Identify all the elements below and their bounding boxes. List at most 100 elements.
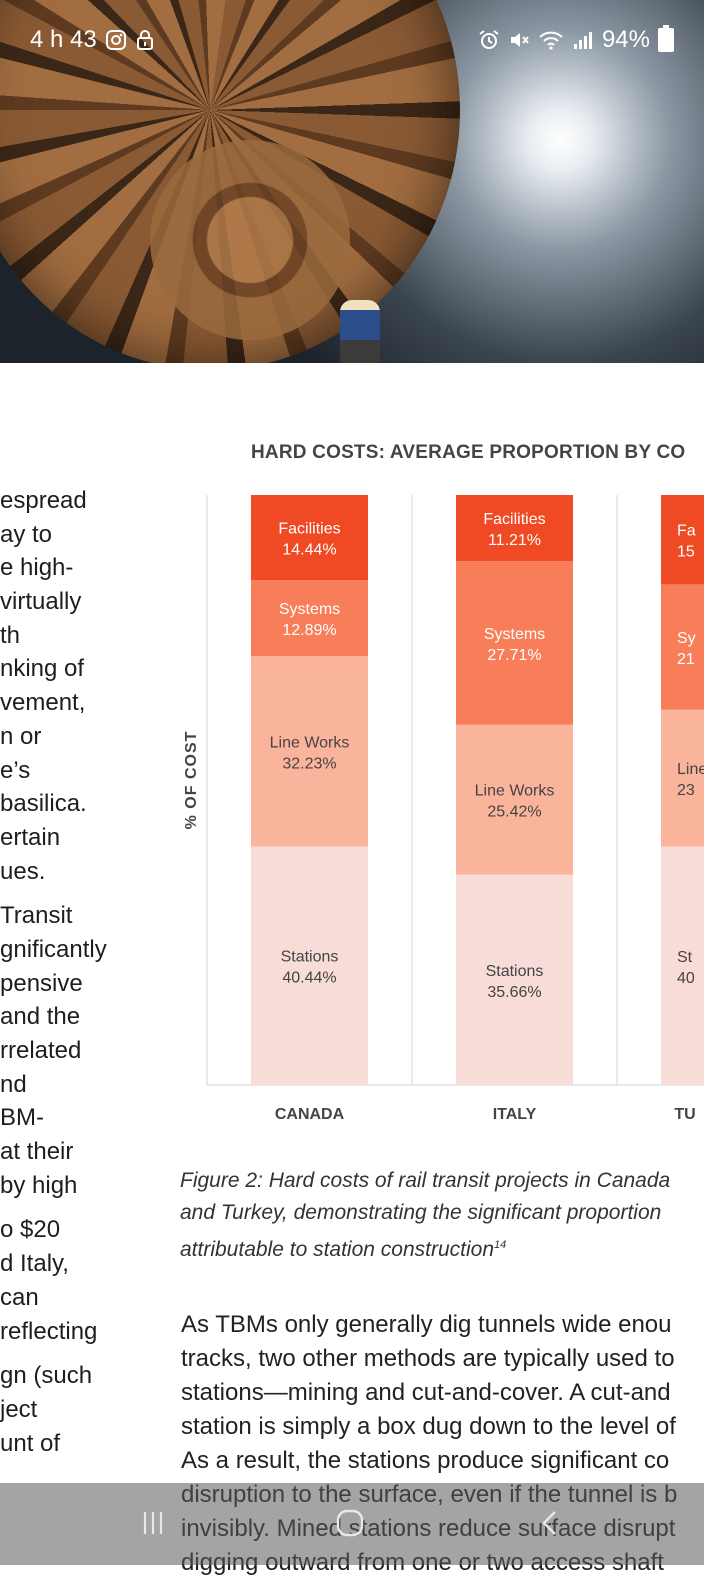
text-line: e high- (0, 554, 74, 582)
stacked-bar-chart: % OF COST Stations 40.44% Line Works 32.23% S… (183, 495, 704, 1123)
text-line: tracks, two other methods are typically … (181, 1345, 675, 1372)
paragraph-gap (0, 888, 120, 899)
paragraph-gap (0, 1202, 120, 1213)
text-line: and the (0, 1003, 81, 1031)
hero-photo (0, 0, 704, 363)
bar-segment-line-works (456, 724, 573, 875)
text-line: As TBMs only generally dig tunnels wide … (181, 1311, 672, 1338)
text-line: ertain (0, 823, 61, 851)
text-line: d Italy, (0, 1250, 69, 1278)
status-time: 4 h 43 (30, 26, 97, 53)
text-line: basilica. (0, 790, 87, 818)
home-button[interactable] (330, 1503, 370, 1543)
back-button[interactable] (530, 1503, 570, 1543)
text-line: gnificantly (0, 935, 107, 963)
caption-line-2: and Turkey, demonstrating the significan… (180, 1201, 662, 1224)
bar-segment-line-works (661, 709, 704, 847)
data-label-value: 35.66% (487, 984, 541, 1001)
lock-icon (135, 29, 155, 51)
caption-line-3-text: attributable to station construction (180, 1238, 495, 1261)
text-line: gn (such (0, 1362, 93, 1390)
recents-icon (143, 1512, 163, 1534)
data-label-value: 25.42% (487, 804, 541, 821)
bar-segment-stations (456, 874, 573, 1085)
bar-segment-stations (251, 846, 368, 1085)
data-label-name: Systems (279, 601, 340, 618)
mute-icon (508, 29, 530, 51)
x-tick-label: ITALY (493, 1106, 537, 1123)
recents-button[interactable] (133, 1503, 173, 1543)
text-line: Transit (0, 902, 73, 930)
bar-segment-systems (456, 561, 573, 725)
home-icon (336, 1509, 364, 1537)
data-label-name: Stations (281, 949, 339, 966)
tbm-hub-image (150, 140, 350, 340)
x-tick-label: TU (674, 1106, 695, 1123)
text-line: by high (0, 1171, 78, 1199)
y-axis-label: % OF COST (183, 731, 200, 830)
data-label-name: Sy (677, 630, 696, 647)
text-line: o $20 (0, 1216, 61, 1244)
data-label-value: 23 (677, 782, 695, 799)
alarm-icon (478, 29, 500, 51)
data-label-name: Line Works (475, 783, 555, 800)
article-left-column: espread ay to e high-virtually th nking of ve… (0, 484, 120, 1460)
bar-segment-systems (661, 584, 704, 710)
text-line: rrelated (0, 1037, 82, 1064)
text-line: n or (0, 722, 42, 750)
instagram-icon (105, 29, 127, 51)
bar-segment-facilities (661, 495, 704, 585)
text-line: e’s (0, 756, 31, 784)
text-line: th (0, 621, 21, 649)
text-line: vement, (0, 689, 86, 717)
data-label-value: 32.23% (282, 755, 336, 772)
footnote-ref[interactable]: 14 (494, 1239, 507, 1251)
text-line: virtually (0, 588, 82, 616)
text-line: reflecting (0, 1317, 98, 1345)
data-label-name: Systems (484, 626, 545, 643)
text-line: at their (0, 1138, 74, 1166)
data-label-value: 15 (677, 544, 695, 561)
data-label-value: 11.21% (488, 532, 541, 549)
data-label-name: St (677, 949, 693, 966)
data-label-name: Fa (677, 523, 696, 540)
battery-percent: 94% (601, 26, 650, 53)
data-label-value: 40 (677, 970, 695, 987)
text-line: ay to (0, 520, 53, 548)
battery-icon (658, 25, 674, 52)
caption-line-1: Figure 2: Hard costs of rail transit pro… (180, 1169, 671, 1192)
data-label-name: Line (677, 761, 704, 778)
bar-segment-facilities (456, 495, 573, 562)
data-label-name: Line Works (270, 734, 350, 751)
data-label-value: 27.71% (487, 647, 541, 664)
text-line: ues. (0, 857, 46, 885)
text-line: BM- (0, 1104, 44, 1132)
bar-segment-stations (661, 846, 704, 1085)
text-line: station is simply a box dug down to the … (181, 1413, 676, 1440)
data-label-name: Facilities (278, 521, 340, 538)
text-line: nd (0, 1070, 27, 1098)
text-line: can (0, 1283, 39, 1311)
figure-caption: Figure 2: Hard costs of rail transit pro… (180, 1165, 704, 1266)
text-line: As a result, the stations produce signif… (181, 1447, 670, 1474)
data-label-value: 40.44% (282, 970, 336, 987)
bar-segment-line-works (251, 656, 368, 847)
data-label-value: 12.89% (282, 622, 336, 639)
status-bar: 4 h 43 94% (0, 18, 704, 62)
text-line: pensive (0, 969, 83, 997)
data-label-value: 21 (677, 651, 695, 668)
navigation-bar (0, 1483, 704, 1565)
wifi-icon (538, 29, 564, 51)
data-label-value: 14.44% (282, 542, 336, 559)
text-line: stations—mining and cut-and-cover. A cut… (181, 1379, 671, 1406)
text-line: nking of (0, 655, 85, 683)
data-label-name: Stations (486, 963, 544, 980)
text-line: ject (0, 1395, 38, 1423)
back-icon (542, 1511, 556, 1535)
worker-image (340, 300, 380, 363)
text-line: espread (0, 487, 87, 514)
caption-line-3: attributable to station construction14 (180, 1229, 704, 1266)
bar-segment-systems (251, 580, 368, 657)
bar-segment-facilities (251, 495, 368, 581)
text-line: unt of (0, 1429, 61, 1457)
